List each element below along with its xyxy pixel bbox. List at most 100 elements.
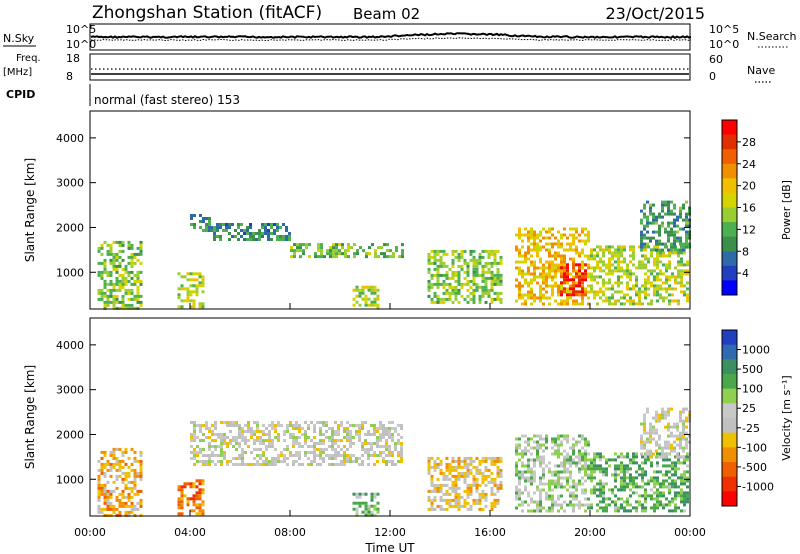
velCells-cell	[253, 439, 256, 442]
velCells-cell	[201, 500, 205, 504]
velCells-cell	[524, 470, 527, 474]
powerCells-cell	[599, 275, 602, 279]
velCells-cell	[496, 483, 500, 487]
velCells-cell	[180, 512, 184, 516]
powerCells-cell	[118, 240, 122, 244]
velCells-cell	[103, 471, 107, 475]
velCells-cell	[686, 500, 689, 504]
velCells-cell	[205, 463, 208, 466]
powerCells-cell	[649, 206, 652, 210]
velCells-cell	[208, 460, 211, 463]
velCells-cell	[655, 428, 658, 432]
velCells-cell	[259, 430, 262, 433]
powerCells-cell	[308, 255, 311, 259]
velCells-cell	[640, 452, 643, 456]
powerCells-cell	[593, 290, 596, 294]
velCells-cell	[391, 463, 394, 466]
powerCells-cell	[578, 284, 581, 288]
velCells-cell	[394, 427, 397, 430]
powerCells-cell	[566, 248, 569, 252]
velCells-cell	[527, 509, 530, 513]
colorbar-swatch	[722, 330, 737, 346]
velCells-cell	[686, 464, 689, 468]
powerCells-cell	[653, 284, 656, 288]
velCells-cell	[472, 480, 476, 484]
velCells-cell	[100, 507, 104, 511]
powerCells-cell	[109, 282, 113, 286]
powerCells-cell	[686, 269, 689, 273]
powerCells-cell	[368, 252, 371, 256]
velCells-cell	[670, 446, 673, 450]
beam-label: Beam 02	[353, 5, 420, 23]
velCells-cell	[614, 485, 617, 489]
velCells-cell	[560, 452, 563, 456]
powerCells-cell	[252, 232, 255, 235]
velCells-cell	[667, 446, 670, 450]
powerCells-cell	[670, 233, 673, 237]
velCells-cell	[427, 498, 431, 502]
velCells-cell	[301, 427, 304, 430]
powerCells-cell	[353, 243, 356, 247]
velCells-cell	[223, 442, 226, 445]
powerCells-cell	[490, 297, 494, 301]
velCells-cell	[349, 439, 352, 442]
powerCells-cell	[548, 263, 551, 267]
velCells-cell	[241, 448, 244, 451]
powerCells-cell	[661, 224, 664, 228]
powerCells-cell	[243, 229, 246, 232]
powerCells-cell	[386, 249, 389, 253]
velCells-cell	[100, 471, 104, 475]
velCells-cell	[466, 465, 470, 469]
velCells-cell	[259, 454, 262, 457]
velCells-cell	[292, 439, 295, 442]
velCells-cell	[202, 439, 205, 442]
velCells-cell	[367, 510, 371, 514]
velCells-cell	[566, 488, 569, 492]
velCells-cell	[599, 500, 602, 504]
velCells-cell	[195, 497, 199, 501]
velCells-cell	[334, 433, 337, 436]
velCells-cell	[608, 458, 611, 462]
powerCells-cell	[665, 290, 668, 294]
velCells-cell	[638, 494, 641, 498]
velCells-cell	[635, 470, 638, 474]
velCells-cell	[361, 424, 364, 427]
powerCells-cell	[581, 263, 584, 267]
velCells-cell	[430, 507, 434, 511]
velCells-cell	[584, 437, 587, 441]
velCells-cell	[668, 485, 671, 489]
velCells-cell	[623, 500, 626, 504]
powerCells-cell	[198, 275, 202, 279]
velCells-cell	[638, 503, 641, 507]
powerCells-cell	[602, 284, 605, 288]
powerCells-cell	[139, 270, 143, 274]
velCells-cell	[683, 491, 686, 495]
velCells-cell	[361, 463, 364, 466]
velCells-cell	[545, 497, 548, 501]
powerCells-cell	[617, 251, 620, 255]
velCells-cell	[232, 457, 235, 460]
powerCells-cell	[487, 255, 491, 259]
velCells-cell	[319, 442, 322, 445]
powerCells-cell	[454, 285, 458, 289]
velCells-cell	[454, 486, 458, 490]
powerCells-cell	[466, 270, 470, 274]
velCells-cell	[310, 463, 313, 466]
powerCells-cell	[652, 221, 655, 225]
velCells-cell	[433, 462, 437, 466]
powerCells-cell	[653, 275, 656, 279]
powerCells-cell	[602, 290, 605, 294]
velCells-cell	[124, 483, 128, 487]
powerCells-cell	[679, 212, 682, 216]
velCells-cell	[106, 513, 110, 517]
powerCells-cell	[620, 281, 623, 285]
velCells-cell	[100, 483, 104, 487]
velCells-cell	[316, 454, 319, 457]
velCells-cell	[566, 458, 569, 462]
velCells-cell	[250, 436, 253, 439]
velCells-cell	[584, 488, 587, 492]
powerCells-cell	[569, 287, 572, 291]
velCells-cell	[211, 451, 214, 454]
velCells-cell	[587, 506, 590, 510]
velCells-cell	[367, 451, 370, 454]
